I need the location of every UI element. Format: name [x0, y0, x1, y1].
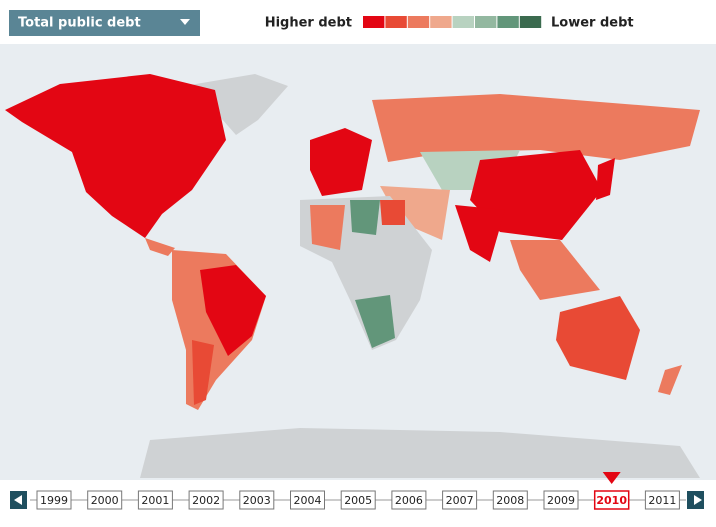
dropdown-label: Total public debt — [18, 16, 141, 31]
legend-high: Higher debt — [265, 16, 352, 31]
legend-low: Lower debt — [551, 16, 634, 31]
year-box[interactable] — [290, 490, 325, 510]
year-label: 2011 — [648, 494, 676, 507]
legend-swatch — [363, 16, 385, 28]
year-label: 1999 — [40, 494, 68, 507]
legend-swatch — [497, 16, 519, 28]
year-label: 2006 — [395, 494, 423, 507]
antarctica — [140, 428, 700, 478]
year-box[interactable] — [137, 490, 173, 510]
selected-marker — [602, 472, 621, 484]
australia — [556, 296, 640, 380]
egypt — [380, 200, 405, 225]
legend-swatch — [407, 16, 430, 28]
year-label: 2003 — [243, 494, 271, 507]
year-box[interactable] — [543, 490, 579, 510]
legend-swatch — [385, 16, 407, 28]
west-africa — [310, 205, 345, 250]
southern-africa — [355, 295, 395, 348]
year-box[interactable] — [442, 490, 478, 510]
year-label: 2008 — [496, 494, 524, 507]
russia — [372, 94, 700, 162]
europe — [310, 128, 372, 196]
india — [455, 205, 505, 262]
year-box[interactable] — [593, 490, 630, 510]
year-box[interactable] — [492, 490, 528, 510]
year-label: 2007 — [446, 494, 474, 507]
year-label: 2002 — [192, 494, 220, 507]
legend-swatches — [363, 16, 542, 28]
year-label: 2000 — [91, 494, 119, 507]
year-list: 1999 2000 2001 2002 2003 2004 2005 2006 2007 2008… — [36, 472, 680, 510]
brazil — [200, 265, 266, 356]
legend-swatch — [430, 16, 452, 28]
north-america — [5, 74, 226, 238]
dropdown[interactable] — [9, 10, 200, 36]
legend-swatch — [452, 16, 474, 28]
dropdown-arrow — [180, 19, 190, 25]
japan — [596, 158, 615, 200]
year-box[interactable] — [188, 490, 224, 510]
legend-swatch — [519, 16, 542, 28]
map — [0, 44, 716, 480]
libya — [350, 200, 380, 235]
greenland — [190, 74, 288, 135]
year-box[interactable] — [644, 490, 680, 510]
new-zealand — [658, 365, 682, 395]
argentina — [192, 340, 214, 405]
china — [470, 150, 602, 240]
next-arrow — [694, 495, 702, 505]
southeast-asia — [510, 240, 600, 300]
year-box[interactable] — [36, 490, 72, 510]
year-box[interactable] — [340, 490, 376, 510]
prev-arrow — [14, 495, 22, 505]
legend-swatch — [475, 16, 497, 28]
year-label: 2001 — [141, 494, 169, 507]
central-america — [145, 238, 175, 256]
year-label: 2009 — [547, 494, 575, 507]
year-label: 2004 — [294, 494, 322, 507]
year-label: 2005 — [344, 494, 372, 507]
year-box[interactable] — [391, 490, 427, 510]
year-box[interactable] — [239, 490, 275, 510]
middle-east — [380, 186, 450, 240]
year-box[interactable] — [87, 490, 123, 510]
year-label: 2010 — [596, 494, 627, 507]
